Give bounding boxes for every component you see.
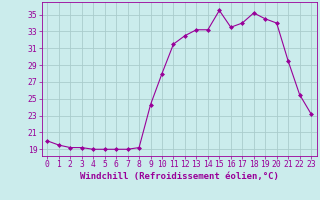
X-axis label: Windchill (Refroidissement éolien,°C): Windchill (Refroidissement éolien,°C) <box>80 172 279 181</box>
